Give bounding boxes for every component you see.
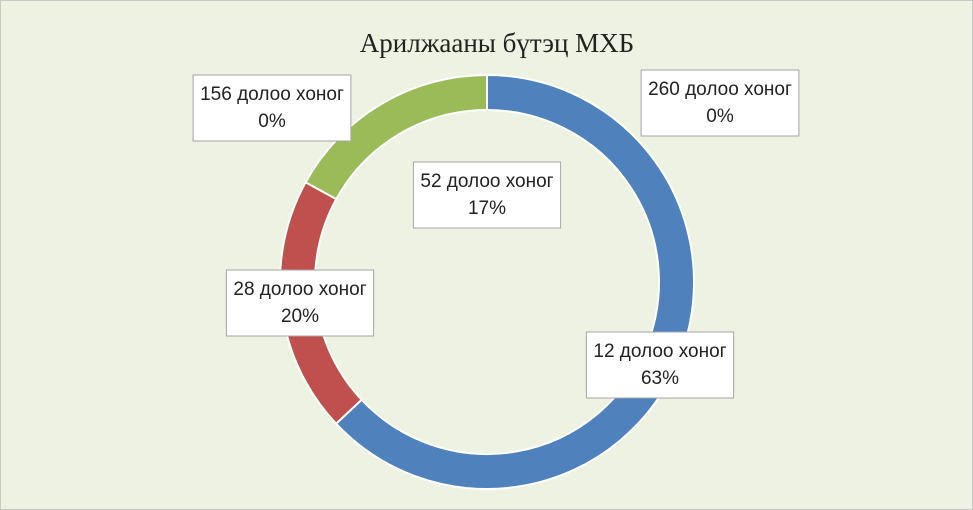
data-label: 12 долоо хоног 63%	[585, 331, 735, 399]
data-label-value: 20%	[281, 306, 319, 327]
data-label: 28 долоо хоног 20%	[225, 269, 375, 337]
donut-slice	[334, 73, 695, 490]
data-label-box	[412, 161, 562, 229]
data-label-category: 28 долоо хоног	[233, 279, 366, 300]
data-label-value: 63%	[641, 368, 679, 389]
data-label: 260 долоо хоног 0%	[640, 69, 800, 137]
data-label-category: 260 долоо хоног	[648, 79, 792, 100]
data-label-category: 12 долоо хоног	[593, 341, 726, 362]
data-label-value: 0%	[706, 106, 734, 127]
data-label-category: 52 долоо хоног	[420, 171, 553, 192]
data-label-box	[585, 331, 735, 399]
data-label-category: 156 долоо хоног	[200, 84, 344, 105]
data-label: 156 долоо хоног 0%	[192, 74, 352, 142]
data-label: 52 долоо хоног 17%	[412, 161, 562, 229]
data-label-box	[225, 269, 375, 337]
data-label-box	[192, 74, 352, 142]
data-label-box	[640, 69, 800, 137]
data-label-value: 0%	[258, 111, 286, 132]
chart-title: Арилжааны бүтэц МХБ	[360, 28, 634, 58]
data-label-value: 17%	[468, 198, 506, 219]
